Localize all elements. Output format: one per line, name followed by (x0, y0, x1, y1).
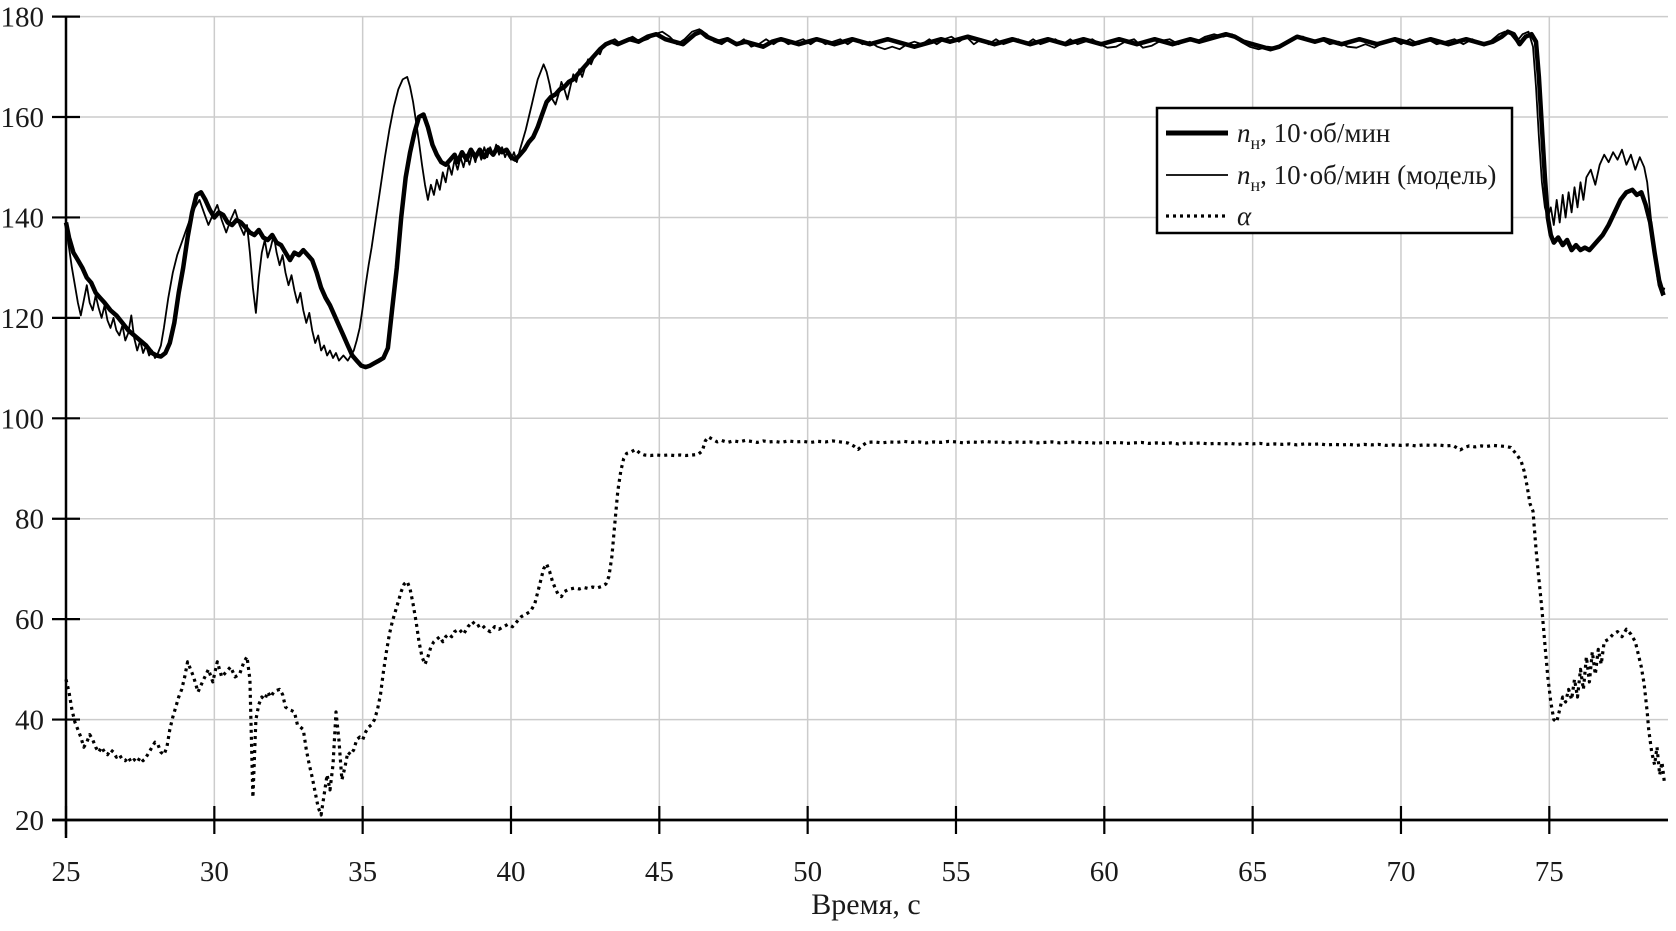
legend-label-2: α (1237, 201, 1252, 231)
x-tick-label: 50 (793, 856, 822, 888)
x-tick-label: 75 (1535, 856, 1564, 888)
series-lines (63, 28, 1666, 817)
y-tick-label: 140 (1, 202, 45, 234)
x-tick-label: 65 (1238, 856, 1267, 888)
x-tick-label: 55 (941, 856, 970, 888)
y-tick-label: 160 (1, 102, 45, 134)
legend-label-1: nн, 10·об/мин (модель) (1237, 160, 1496, 195)
y-tick-label: 120 (1, 303, 45, 335)
gridlines (66, 15, 1668, 820)
x-axis-title: Время, с (811, 888, 920, 921)
y-tick-label: 60 (15, 604, 44, 636)
legend: nн, 10·об/мин nн, 10·об/мин (модель) α (1155, 106, 1514, 235)
y-tick-label: 180 (1, 2, 45, 34)
y-tick-label: 40 (15, 705, 44, 737)
legend-box (1155, 106, 1514, 235)
alpha-line (64, 435, 1666, 817)
nh-model-line (65, 28, 1666, 362)
x-tick-label: 35 (348, 856, 377, 888)
x-tick-label: 25 (52, 856, 81, 888)
legend-label-0: nн, 10·об/мин (1237, 118, 1390, 153)
y-tick-label: 80 (15, 504, 44, 536)
x-tick-label: 60 (1090, 856, 1119, 888)
x-tick-label: 30 (200, 856, 229, 888)
nh-measured-line (63, 29, 1666, 370)
x-tick-label: 45 (645, 856, 674, 888)
y-tick-label: 100 (1, 403, 45, 435)
y-tick-label: 20 (15, 805, 44, 837)
x-tick-label: 40 (496, 856, 525, 888)
tick-labels: 25 30 35 40 45 50 55 60 65 70 75 20 40 60 80 100 120 140 1… (1, 2, 1564, 888)
axes (52, 15, 1668, 838)
x-tick-label: 70 (1386, 856, 1415, 888)
